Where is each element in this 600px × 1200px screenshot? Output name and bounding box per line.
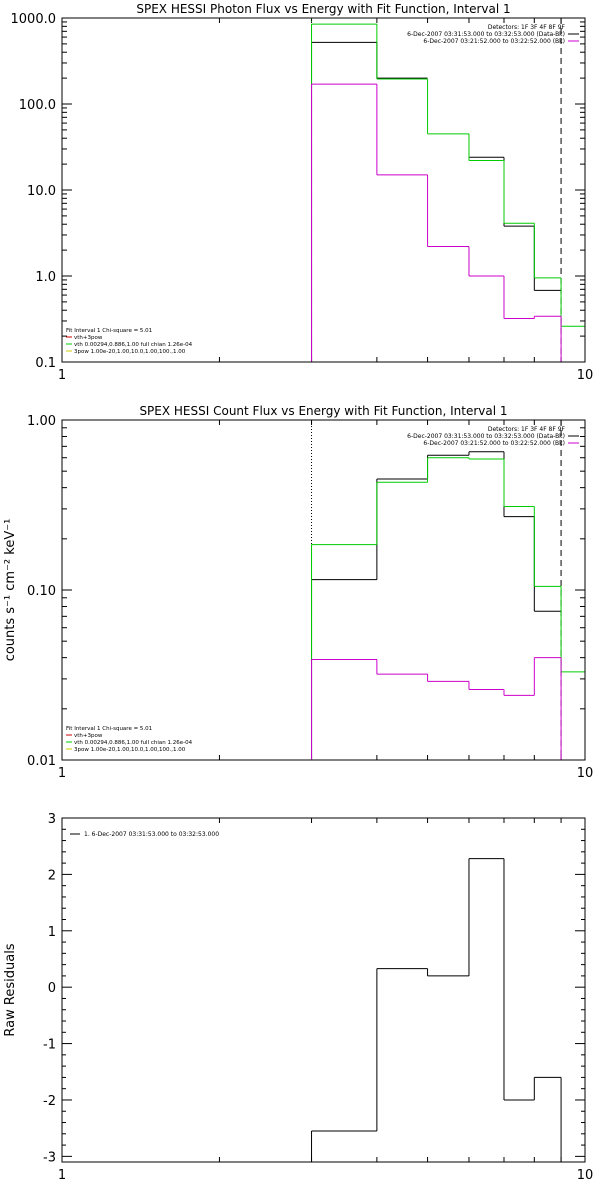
legend-text: 6-Dec-2007 03:21:52.000 to 03:22:52.000 … bbox=[423, 440, 565, 447]
y-tick-label: -3 bbox=[43, 1150, 56, 1165]
chart-panel-1: SPEX HESSI Photon Flux vs Energy with Fi… bbox=[11, 2, 594, 383]
y-tick-label: -1 bbox=[43, 1038, 56, 1053]
x-tick-label: 10 bbox=[577, 766, 594, 781]
series-2 bbox=[311, 23, 585, 362]
y-tick-label: 0.1 bbox=[35, 356, 56, 371]
x-tick-label: 10 bbox=[577, 368, 594, 383]
y-axis-label: counts s⁻¹ cm⁻² keV⁻¹ bbox=[3, 519, 18, 662]
legend-text: 6-Dec-2007 03:21:52.000 to 03:22:52.000 … bbox=[423, 38, 565, 45]
plot-frame bbox=[61, 817, 586, 1163]
y-axis-label: Raw Residuals bbox=[3, 943, 18, 1036]
x-tick-label: 1 bbox=[58, 1168, 66, 1183]
series-3 bbox=[311, 83, 585, 363]
chart-panel-3: Raw Residuals 1 10 -3 -2 -1 0 1 2 3 1. 6-Dec-2007 … bbox=[3, 812, 593, 1183]
legend-text: vth 0.00294,0.886,1.00 full chian 1.26e-… bbox=[74, 740, 193, 746]
y-tick-label: 0.01 bbox=[27, 754, 56, 769]
y-tick-label: 1000.0 bbox=[11, 12, 57, 27]
series-1 bbox=[311, 858, 562, 1162]
legend-text: 3pow 1.00e-20,1.00,10.0,1.00,100.,1.00 bbox=[74, 747, 186, 753]
x-tick-label: 1 bbox=[58, 766, 66, 781]
plot-frame bbox=[61, 17, 586, 363]
y-tick-label: 100.0 bbox=[19, 98, 56, 113]
legend-text: vth 0.00294,0.886,1.00 full chian 1.26e-… bbox=[74, 342, 193, 348]
x-tick-label: 1 bbox=[58, 368, 66, 383]
chart-title: SPEX HESSI Count Flux vs Energy with Fit… bbox=[139, 404, 507, 418]
y-tick-label: 1.00 bbox=[27, 414, 56, 429]
y-tick-label: 1.0 bbox=[35, 270, 56, 285]
legend-text: 6-Dec-2007 03:31:53.000 to 03:32:53.000 … bbox=[407, 433, 565, 440]
y-tick-label: 3 bbox=[48, 812, 56, 827]
legend-text: 6-Dec-2007 03:31:53.000 to 03:32:53.000 … bbox=[407, 31, 565, 38]
series-1 bbox=[311, 451, 562, 760]
chart-title: SPEX HESSI Photon Flux vs Energy with Fi… bbox=[136, 2, 510, 16]
legend-text: Fit Interval 1 Chi-square = 5.01 bbox=[66, 726, 152, 732]
y-tick-label: 0 bbox=[48, 981, 56, 996]
x-tick-label: 10 bbox=[577, 1168, 594, 1183]
y-tick-label: 10.0 bbox=[27, 184, 56, 199]
series-1 bbox=[311, 41, 562, 362]
plot-frame bbox=[61, 419, 586, 761]
legend-text: Detectors: 1F 3F 4F 8F 9F bbox=[488, 426, 566, 433]
legend-text: vth+3pow bbox=[74, 733, 103, 739]
legend-text: vth+3pow bbox=[74, 335, 103, 341]
y-tick-label: 2 bbox=[48, 868, 56, 883]
series-3 bbox=[311, 657, 585, 761]
legend-text: 1. 6-Dec-2007 03:31:53.000 to 03:32:53.0… bbox=[84, 831, 219, 838]
y-tick-label: 1 bbox=[48, 925, 56, 940]
chart-panel-2: SPEX HESSI Count Flux vs Energy with Fit… bbox=[3, 404, 593, 781]
series-2 bbox=[311, 457, 585, 760]
y-tick-label: 0.10 bbox=[27, 584, 56, 599]
legend-text: Fit Interval 1 Chi-square = 5.01 bbox=[66, 328, 152, 334]
legend-text: Detectors: 1F 3F 4F 8F 9F bbox=[488, 24, 566, 31]
legend-text: 3pow 1.00e-20,1.00,10.0,1.00,100.,1.00 bbox=[74, 349, 186, 355]
y-tick-label: -2 bbox=[43, 1094, 56, 1109]
